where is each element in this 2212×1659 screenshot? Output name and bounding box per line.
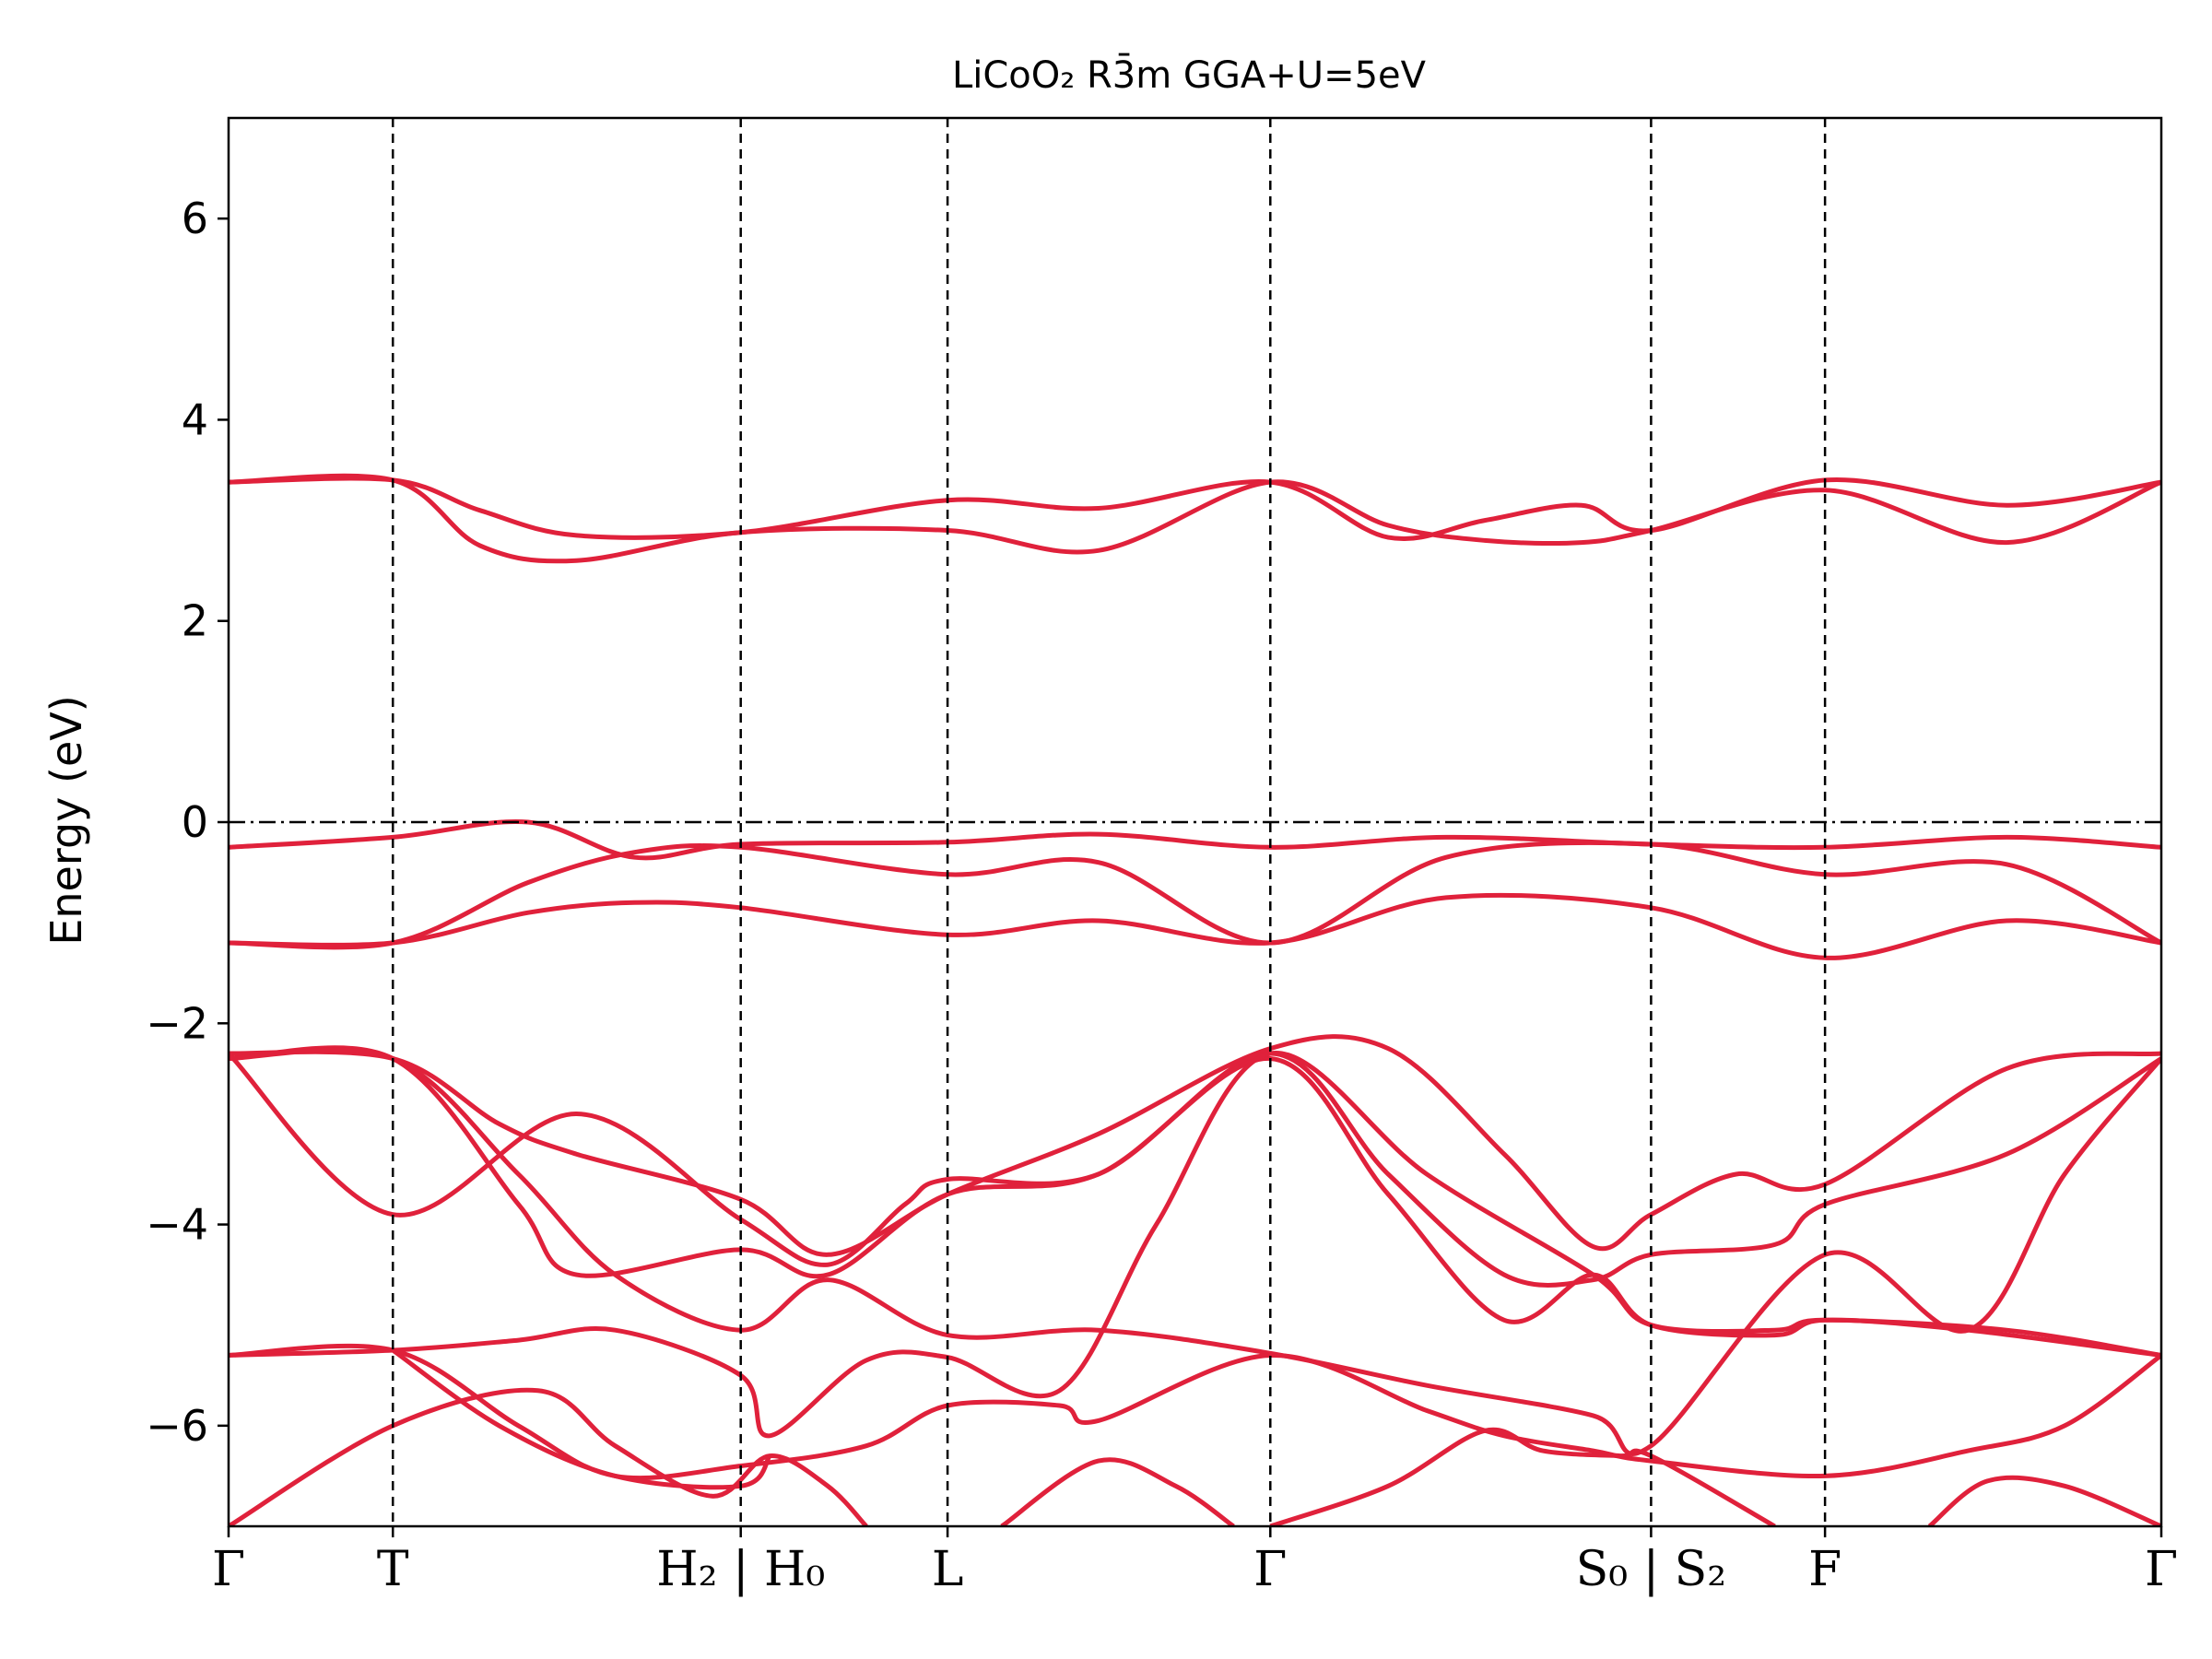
band-line-2: [229, 818, 2161, 861]
band-line-9: [229, 1051, 2161, 1439]
y-tick-label: 2: [182, 596, 208, 646]
band-line-10: [229, 1343, 2161, 1481]
x-tick-label: H₂ | H₀: [656, 1542, 825, 1597]
band-line-4: [229, 892, 2161, 960]
y-tick-label: 6: [182, 194, 208, 243]
band-line-15: [1927, 1475, 2161, 1526]
band-line-13: [1000, 1457, 1235, 1526]
x-tick-label: T: [377, 1542, 409, 1597]
band-line-6: [229, 1051, 2161, 1288]
band-line-12: [391, 1347, 772, 1490]
y-tick-label: −6: [146, 1401, 208, 1451]
y-tick-label: 0: [182, 797, 208, 847]
x-tick-label: Γ: [2145, 1542, 2178, 1597]
band-line-7: [229, 1045, 2161, 1358]
band-line-8: [229, 1047, 2161, 1457]
band-line-5: [229, 1034, 2161, 1257]
x-tick-label: F: [1808, 1542, 1841, 1597]
x-tick-label: S₀ | S₂: [1576, 1542, 1727, 1597]
y-tick-label: −4: [146, 1200, 208, 1250]
band-lines: [229, 473, 2161, 1526]
y-axis-label: Energy (eV): [41, 695, 91, 945]
band-line-11: [229, 1387, 868, 1526]
x-ticks: Γ T H₂ | H₀ L Γ S₀ | S₂ F Γ: [212, 1526, 2178, 1597]
y-tick-label: −2: [146, 998, 208, 1048]
chart-title: LiCoO₂ R3̄m GGA+U=5eV: [952, 53, 1427, 97]
band-line-3: [229, 840, 2161, 950]
y-ticks: −6 −4 −2 0 2 4 6: [146, 194, 229, 1451]
x-tick-label: Γ: [212, 1542, 245, 1597]
x-tick-label: L: [932, 1542, 964, 1597]
y-tick-label: 4: [182, 394, 208, 444]
band-line-14: [1269, 1427, 1776, 1526]
band-line-1: [229, 473, 2161, 564]
x-tick-label: Γ: [1253, 1542, 1287, 1597]
